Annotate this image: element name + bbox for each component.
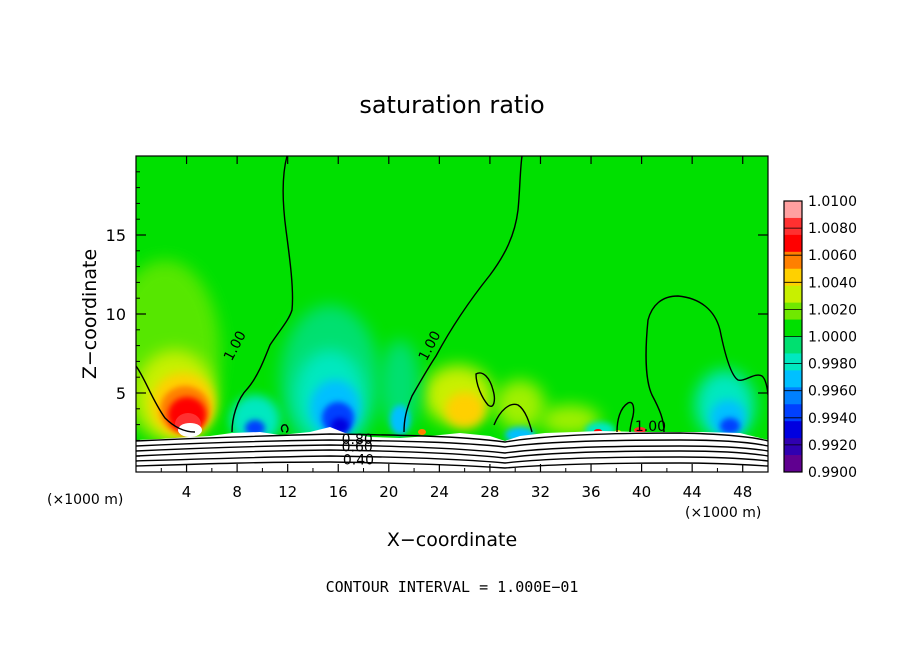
colorbar-swatch [784, 285, 802, 304]
contour-label: 1.00 [635, 419, 666, 435]
colorbar-swatch [784, 404, 802, 422]
x-axis-label: X−coordinate [387, 529, 517, 551]
colorbar-swatch [784, 268, 802, 287]
contour-lines [136, 156, 768, 469]
colorbar-swatch [784, 217, 802, 236]
contour-1.00-g [280, 424, 289, 433]
contour-1.00-d [493, 403, 533, 433]
contour-label: 0.80 [342, 432, 373, 448]
colorbar-label: 0.9960 [808, 384, 857, 400]
y-tick-label: 10 [106, 305, 126, 324]
chart-title: saturation ratio [359, 91, 544, 119]
x-unit-right: (×1000 m) [685, 505, 761, 521]
x-unit-left: (×1000 m) [47, 492, 123, 508]
x-tick-label: 44 [683, 483, 702, 501]
x-tick-label: 16 [329, 483, 348, 501]
colorbar-labels: 1.0100 1.0080 1.0060 1.0040 1.0020 1.0000 0.99… [808, 194, 857, 481]
x-tick-label: 36 [581, 483, 600, 501]
y-axis-label: Z−coordinate [79, 249, 101, 379]
contour-interval-footer: CONTOUR INTERVAL = 1.000E−01 [326, 578, 579, 596]
x-tick-label: 12 [278, 483, 297, 501]
colorbar-swatch [784, 455, 802, 473]
y-tick-label: 15 [106, 226, 126, 245]
x-tick-label: 48 [733, 483, 752, 501]
colorbar-label: 0.9920 [808, 438, 857, 454]
colorbar-swatch [784, 438, 802, 456]
x-tick-label: 24 [430, 483, 449, 501]
x-tick-label: 40 [632, 483, 651, 501]
contour-label: 0.40 [343, 452, 374, 468]
colorbar-label: 1.0100 [808, 194, 857, 210]
contour-1.00-left-edge [136, 365, 196, 433]
x-tick-label: 4 [182, 483, 192, 501]
colorbar-swatch [784, 302, 802, 321]
contour-1.00-c [475, 372, 496, 407]
heatmap-field [136, 156, 768, 472]
colorbar-label: 0.9980 [808, 357, 857, 373]
contour-1.00-b [403, 156, 523, 433]
contour-label: 0.60 [342, 440, 373, 456]
colorbar-swatch [784, 387, 802, 405]
x-tick-label: 20 [379, 483, 398, 501]
colorbar [783, 200, 803, 473]
colorbar-swatch [784, 370, 802, 388]
colorbar-label: 0.9900 [808, 465, 857, 481]
y-axis: 5 10 15 [106, 171, 768, 457]
colorbar-label: 0.9940 [808, 411, 857, 427]
colorbar-label: 1.0000 [808, 330, 857, 346]
colorbar-label: 1.0020 [808, 302, 857, 318]
colorbar-swatch [784, 421, 802, 439]
x-tick-label: 28 [480, 483, 499, 501]
colorbar-swatch [784, 353, 802, 371]
x-axis: 4 8 12 16 20 24 28 32 36 40 44 48 [160, 156, 752, 501]
x-tick-label: 8 [232, 483, 242, 501]
colorbar-label: 1.0080 [808, 221, 857, 237]
colorbar-label: 1.0040 [808, 275, 857, 291]
y-tick-label: 5 [116, 384, 126, 403]
colorbar-label: 1.0060 [808, 248, 857, 264]
colorbar-swatch [784, 234, 802, 253]
x-tick-label: 32 [531, 483, 550, 501]
contour-1.00-f [645, 295, 768, 433]
colorbar-swatch [784, 319, 802, 337]
colorbar-swatch [784, 251, 802, 270]
contour-1.00-e [616, 401, 635, 433]
colorbar-swatch [784, 336, 802, 354]
colorbar-swatch [784, 201, 802, 219]
contour-1.00-a [231, 156, 294, 433]
